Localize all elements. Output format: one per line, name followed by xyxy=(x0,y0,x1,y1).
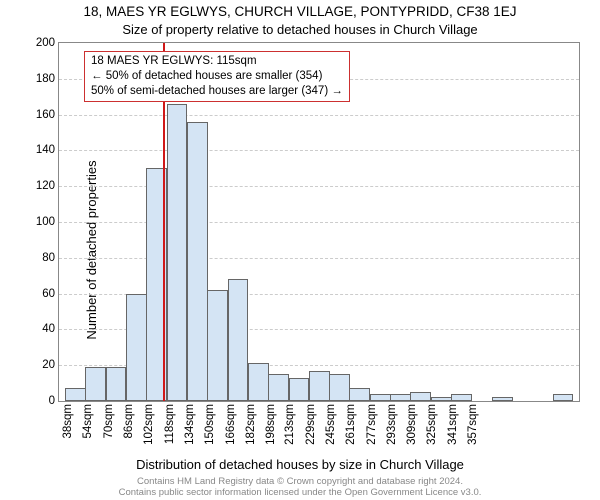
x-tick: 118sqm xyxy=(164,401,176,444)
histogram-bar xyxy=(492,397,513,401)
footer-text: Contains HM Land Registry data © Crown c… xyxy=(0,477,600,498)
histogram-bar xyxy=(65,388,86,401)
y-tick: 100 xyxy=(21,216,59,228)
histogram-bar xyxy=(329,374,350,401)
histogram-bar xyxy=(268,374,289,401)
gridline xyxy=(59,150,579,151)
y-tick: 120 xyxy=(21,180,59,192)
histogram-bar xyxy=(85,367,106,401)
plot-area: 02040608010012014016018020038sqm54sqm70s… xyxy=(58,42,580,402)
x-tick: 38sqm xyxy=(62,401,74,439)
x-tick: 182sqm xyxy=(245,401,257,445)
histogram-bar xyxy=(553,394,574,401)
histogram-bar xyxy=(187,122,208,401)
y-tick: 200 xyxy=(21,37,59,49)
x-tick: 245sqm xyxy=(325,401,337,445)
title-main: 18, MAES YR EGLWYS, CHURCH VILLAGE, PONT… xyxy=(0,4,600,19)
y-tick: 160 xyxy=(21,109,59,121)
histogram-bar xyxy=(228,279,249,401)
histogram-bar xyxy=(207,290,228,401)
chart-container: 18, MAES YR EGLWYS, CHURCH VILLAGE, PONT… xyxy=(0,0,600,500)
x-tick: 341sqm xyxy=(447,401,459,445)
histogram-bar xyxy=(451,394,472,401)
histogram-bar xyxy=(248,363,269,401)
annotation-line2: ← 50% of detached houses are smaller (35… xyxy=(91,69,343,84)
x-tick: 166sqm xyxy=(225,401,237,445)
x-tick: 325sqm xyxy=(426,401,438,445)
histogram-bar xyxy=(349,388,370,401)
x-tick: 357sqm xyxy=(467,401,479,445)
x-tick: 54sqm xyxy=(82,401,94,439)
histogram-bar xyxy=(167,104,188,401)
x-tick: 229sqm xyxy=(305,401,317,445)
annotation-line3: 50% of semi-detached houses are larger (… xyxy=(91,84,343,99)
x-tick: 198sqm xyxy=(265,401,277,445)
y-tick: 60 xyxy=(21,288,59,300)
title-sub: Size of property relative to detached ho… xyxy=(0,22,600,37)
x-tick: 213sqm xyxy=(284,401,296,445)
gridline xyxy=(59,258,579,259)
x-tick: 102sqm xyxy=(143,401,155,445)
x-tick: 261sqm xyxy=(345,401,357,445)
y-tick: 140 xyxy=(21,144,59,156)
footer-line2: Contains public sector information licen… xyxy=(0,488,600,498)
gridline xyxy=(59,186,579,187)
histogram-bar xyxy=(309,371,330,401)
x-tick: 150sqm xyxy=(204,401,216,445)
histogram-bar xyxy=(390,394,411,401)
x-tick: 134sqm xyxy=(184,401,196,445)
histogram-bar xyxy=(106,367,127,401)
histogram-bar xyxy=(370,394,391,401)
gridline xyxy=(59,222,579,223)
y-tick: 180 xyxy=(21,73,59,85)
x-axis-label: Distribution of detached houses by size … xyxy=(0,457,600,472)
annotation-box: 18 MAES YR EGLWYS: 115sqm ← 50% of detac… xyxy=(84,51,350,102)
y-tick: 20 xyxy=(21,359,59,371)
y-tick: 0 xyxy=(21,395,59,407)
x-tick: 277sqm xyxy=(366,401,378,445)
x-tick: 86sqm xyxy=(123,401,135,439)
x-tick: 293sqm xyxy=(386,401,398,445)
histogram-bar xyxy=(126,294,147,401)
y-tick: 40 xyxy=(21,323,59,335)
annotation-line1: 18 MAES YR EGLWYS: 115sqm xyxy=(91,54,343,69)
footer-line1: Contains HM Land Registry data © Crown c… xyxy=(0,477,600,487)
x-tick: 70sqm xyxy=(103,401,115,439)
x-tick: 309sqm xyxy=(406,401,418,445)
histogram-bar xyxy=(410,392,431,401)
gridline xyxy=(59,115,579,116)
histogram-bar xyxy=(289,378,310,401)
y-tick: 80 xyxy=(21,252,59,264)
